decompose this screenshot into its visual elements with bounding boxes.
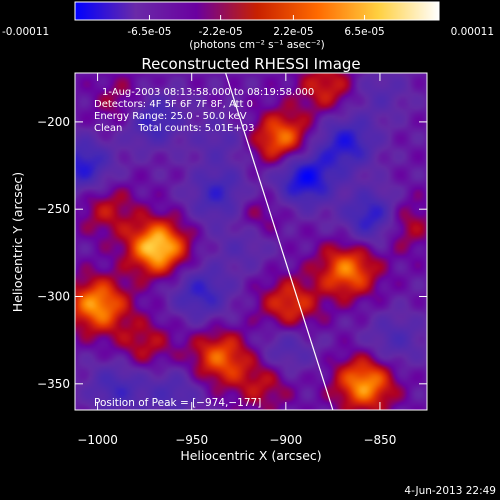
heatmap-raster — [75, 73, 427, 410]
y-tick-label: −250 — [37, 202, 70, 216]
x-tick-label: −1000 — [77, 433, 118, 447]
annotation-counts: Clean Total counts: 5.01E+03 — [94, 123, 254, 134]
x-axis-ticks: −1000 −950 −900 −850 — [77, 73, 396, 447]
x-tick-label: −850 — [363, 433, 396, 447]
chart-title: Reconstructed RHESSI Image — [141, 55, 360, 73]
x-tick-label: −950 — [175, 433, 208, 447]
y-axis-ticks: −200 −250 −300 −350 — [37, 115, 427, 391]
colorbar-tick-label: -6.5e-05 — [127, 26, 171, 38]
y-tick-label: −300 — [37, 290, 70, 304]
colorbar-unit-label: (photons cm⁻² s⁻¹ asec⁻²) — [189, 39, 324, 51]
heatmap-image — [75, 73, 427, 410]
annotation-time-range: 1-Aug-2003 08:13:58.000 to 08:19:58.000 — [102, 87, 314, 98]
x-tick-label: −900 — [269, 433, 302, 447]
y-axis-label: Heliocentric Y (arcsec) — [10, 172, 25, 312]
colorbar-tick-label: -2.2e-05 — [199, 26, 243, 38]
y-tick-label: −200 — [37, 115, 70, 129]
x-axis-label: Heliocentric X (arcsec) — [180, 448, 321, 463]
footer-timestamp: 4-Jun-2013 22:49 — [404, 485, 496, 497]
colorbar-tick-label: 2.2e-05 — [273, 26, 313, 38]
annotation-detectors: Detectors: 4F 5F 6F 7F 8F, Att 0 — [94, 99, 253, 110]
annotation-energy-range: Energy Range: 25.0 - 50.0 keV — [94, 111, 247, 122]
annotation-block: 1-Aug-2003 08:13:58.000 to 08:19:58.000 … — [94, 87, 314, 134]
colorbar — [75, 2, 439, 20]
plot-frame — [74, 72, 428, 411]
colorbar-tick-label: 6.5e-05 — [344, 26, 384, 38]
colorbar-ticks: -0.00011 -6.5e-05 -2.2e-05 2.2e-05 6.5e-05 0.… — [2, 15, 494, 38]
colorbar-tick-label: 0.00011 — [451, 26, 494, 38]
colorbar-frame — [74, 1, 440, 21]
peak-position-label: Position of Peak = [−974,−177] — [94, 397, 261, 409]
y-tick-label: −350 — [37, 377, 70, 391]
solar-limb-line — [225, 73, 334, 410]
colorbar-tick-label: -0.00011 — [2, 26, 49, 38]
